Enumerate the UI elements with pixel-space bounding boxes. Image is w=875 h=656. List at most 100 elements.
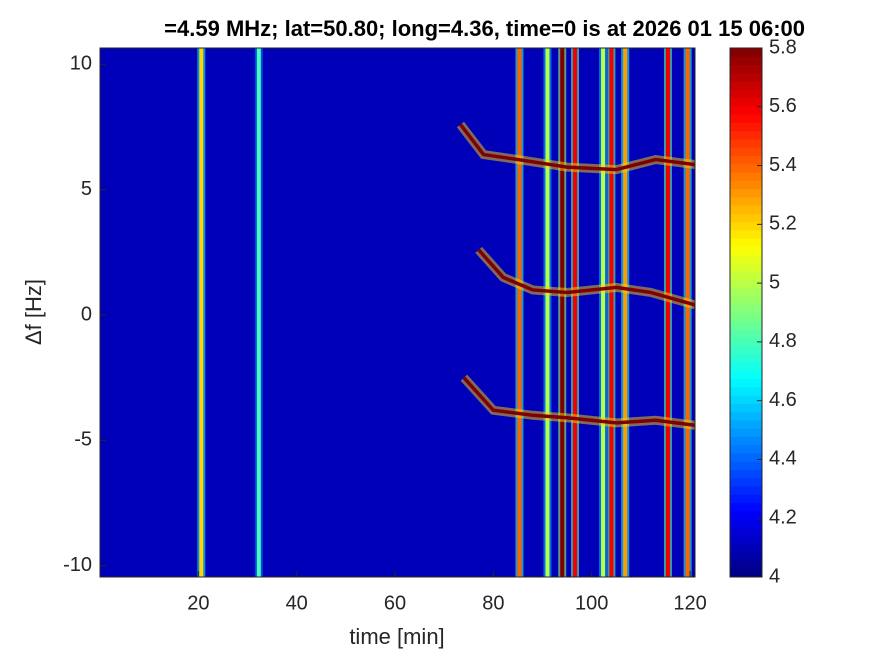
y-tick-label: 5 <box>81 178 92 200</box>
colorbar-swatch <box>730 163 762 173</box>
colorbar-swatch <box>730 411 762 421</box>
colorbar-swatch <box>730 279 762 289</box>
streak <box>199 48 204 577</box>
colorbar-swatch <box>730 444 762 454</box>
colorbar-swatch <box>730 320 762 330</box>
colorbar-swatch <box>730 527 762 537</box>
colorbar-tick-label: 4.2 <box>769 507 797 529</box>
colorbar-swatch <box>730 254 762 264</box>
colorbar-swatch <box>730 122 762 132</box>
colorbar-swatch <box>730 196 762 206</box>
colorbar-swatch <box>730 205 762 214</box>
colorbar-tick-label: 5 <box>769 271 780 293</box>
x-tick-label: 20 <box>187 592 209 614</box>
colorbar-swatch <box>730 171 762 181</box>
colorbar-swatch <box>730 345 762 355</box>
streak <box>560 48 565 577</box>
x-axis-label: time [min] <box>349 624 444 649</box>
x-tick-label: 40 <box>286 592 308 614</box>
colorbar-swatch <box>730 560 762 570</box>
streak <box>545 48 550 577</box>
plot-area <box>100 48 695 577</box>
colorbar-swatch <box>730 477 762 487</box>
y-tick-label: -10 <box>63 554 92 576</box>
colorbar-swatch <box>730 535 762 545</box>
colorbar-swatch <box>730 304 762 313</box>
colorbar-swatch <box>730 510 762 520</box>
x-tick-label: 100 <box>575 592 608 614</box>
colorbar-tick-label: 4.4 <box>769 448 797 470</box>
colorbar-swatch <box>730 221 762 231</box>
chart-title: =4.59 MHz; lat=50.80; long=4.36, time=0 … <box>164 16 805 41</box>
colorbar-tick-label: 5.6 <box>769 95 797 117</box>
x-tick-label: 120 <box>673 592 706 614</box>
colorbar-frame <box>729 47 763 578</box>
colorbar-swatch <box>730 386 762 396</box>
colorbar-swatch <box>730 543 762 553</box>
colorbar-swatch <box>730 213 762 223</box>
colorbar-swatch <box>730 312 762 322</box>
colorbar-swatch <box>730 370 762 380</box>
streak <box>685 48 690 577</box>
colorbar-swatch <box>730 329 762 338</box>
colorbar-swatch <box>730 469 762 479</box>
trace <box>459 123 695 172</box>
colorbar-swatch <box>730 403 762 413</box>
colorbar-swatch <box>730 64 762 74</box>
streak <box>601 48 606 577</box>
colorbar-swatch <box>730 502 762 512</box>
colorbar-swatch <box>730 486 762 495</box>
y-tick-label: -5 <box>74 429 92 451</box>
colorbar-swatch <box>730 419 762 429</box>
colorbar-swatch <box>730 262 762 272</box>
colorbar-swatch <box>730 56 762 66</box>
colorbar-swatch <box>730 271 762 280</box>
colorbar-swatch <box>730 138 762 148</box>
colorbar-swatch <box>730 72 762 82</box>
colorbar-swatch <box>730 436 762 446</box>
streak <box>573 48 578 577</box>
colorbar-swatch <box>730 81 762 90</box>
colorbar-swatch <box>730 519 762 528</box>
colorbar-swatch <box>730 353 762 363</box>
y-tick-label: 10 <box>70 53 92 75</box>
colorbar-swatch <box>730 568 762 578</box>
streak <box>609 48 614 577</box>
colorbar-swatch <box>730 295 762 305</box>
colorbar-swatch <box>730 114 762 123</box>
colorbar-swatch <box>730 395 762 404</box>
colorbar-swatch <box>730 453 762 462</box>
colorbar-swatch <box>730 238 762 247</box>
colorbar-swatch <box>730 552 762 561</box>
colorbar-swatch <box>730 155 762 165</box>
streak <box>665 48 670 577</box>
colorbar-swatch <box>730 188 762 198</box>
colorbar-swatch <box>730 229 762 239</box>
streak <box>623 48 628 577</box>
colorbar-swatch <box>730 48 762 57</box>
colorbar-tick-label: 5.4 <box>769 154 797 176</box>
trace <box>462 376 695 428</box>
colorbar-swatch <box>730 180 762 190</box>
colorbar-tick-label: 4.6 <box>769 389 797 411</box>
colorbar-swatch <box>730 337 762 347</box>
colorbar-swatch <box>730 287 762 297</box>
colorbar-tick-label: 4.8 <box>769 330 797 352</box>
colorbar-swatch <box>730 147 762 156</box>
colorbar-swatch <box>730 130 762 140</box>
colorbar-swatch <box>730 494 762 504</box>
colorbar-swatch <box>730 362 762 371</box>
colorbar-swatch <box>730 378 762 388</box>
colorbar-swatch <box>730 89 762 99</box>
streak <box>256 48 261 577</box>
x-tick-label: 80 <box>482 592 504 614</box>
colorbar-swatch <box>730 428 762 437</box>
colorbar-swatch <box>730 97 762 107</box>
y-tick-label: 0 <box>81 303 92 325</box>
colorbar-tick-label: 5.2 <box>769 213 797 235</box>
plot-frame <box>99 47 696 578</box>
trace <box>477 248 695 307</box>
colorbar-swatch <box>730 105 762 115</box>
x-tick-label: 60 <box>384 592 406 614</box>
